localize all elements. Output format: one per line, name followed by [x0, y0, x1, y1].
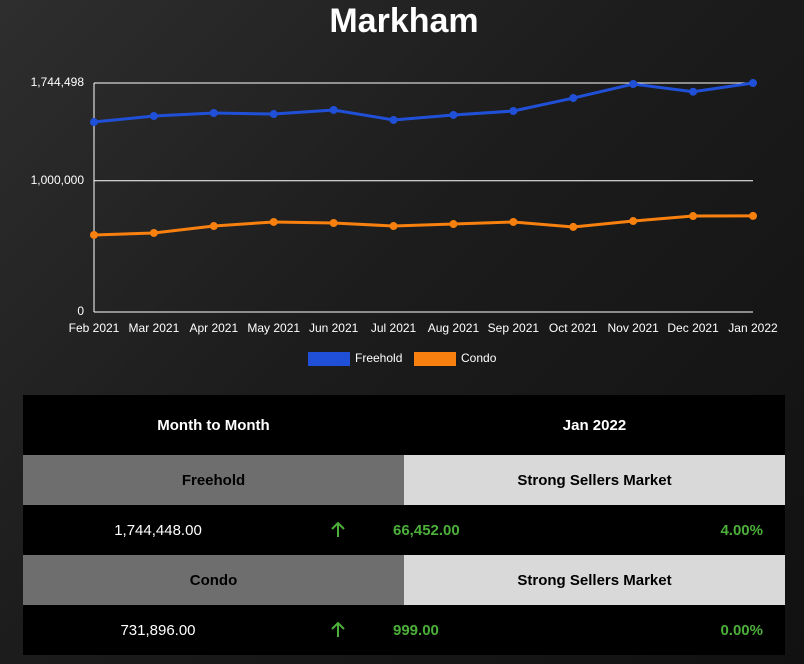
x-tick-label: Dec 2021 [667, 321, 719, 335]
data-point [749, 211, 757, 220]
legend-label: Condo [461, 351, 497, 365]
data-point [389, 115, 398, 124]
change-percent: 4.00% [720, 521, 763, 539]
data-point [90, 118, 98, 127]
chart-title: Markham [329, 2, 478, 40]
table-header: Month to Month Jan 2022 [23, 395, 785, 455]
data-point [209, 222, 218, 231]
data-point [90, 230, 98, 239]
x-tick-label: Jun 2021 [309, 321, 359, 335]
x-tick-label: May 2021 [247, 321, 300, 335]
x-tick-label: Jan 2022 [728, 321, 778, 335]
legend-swatch [308, 352, 350, 366]
summary-table: Month to Month Jan 2022 Freehold Strong … [23, 395, 785, 655]
y-tick-label: 0 [77, 304, 84, 318]
section-label: Freehold [23, 455, 404, 505]
header-cell: Month to Month [157, 416, 270, 434]
chart: Markham 0 1,000,000 1,744,498 Feb 2021 Mar 2… [31, 2, 778, 366]
legend-swatch [414, 352, 456, 366]
data-point [389, 222, 398, 231]
up-arrow [331, 621, 345, 637]
price: 731,896.00 [120, 621, 196, 639]
data-point [269, 217, 278, 226]
data-point [689, 212, 698, 221]
data-point [749, 79, 757, 88]
data-point [329, 218, 338, 227]
data-point [149, 228, 158, 237]
header-cell: Jan 2022 [562, 416, 627, 434]
market-status: Strong Sellers Market [404, 455, 785, 505]
data-point [269, 110, 278, 119]
section-label: Condo [23, 555, 404, 605]
section-row: Freehold Strong Sellers Market [23, 455, 785, 505]
x-tick-label: Sep 2021 [488, 321, 540, 335]
data-point [149, 112, 158, 121]
value-row: 1,744,448.00 66,452.00 4.00% [23, 505, 785, 555]
x-tick-label: Apr 2021 [189, 321, 238, 335]
data-point [629, 217, 638, 226]
data-point [509, 217, 518, 226]
change-percent: 0.00% [720, 621, 763, 639]
x-tick-label: Feb 2021 [69, 321, 120, 335]
series-line [93, 81, 754, 124]
data-point [509, 107, 518, 116]
price: 1,744,448.00 [114, 521, 202, 539]
x-tick-label: Jul 2021 [371, 321, 417, 335]
up-arrow [331, 521, 345, 537]
market-status: Strong Sellers Market [404, 555, 785, 605]
x-tick-label: Nov 2021 [607, 321, 659, 335]
data-point [629, 79, 638, 88]
series-line [93, 214, 754, 237]
value-row: 731,896.00 999.00 0.00% [23, 605, 785, 655]
x-tick-label: Aug 2021 [428, 321, 480, 335]
legend-label: Freehold [355, 351, 402, 365]
x-tick-label: Mar 2021 [129, 321, 180, 335]
y-tick-label: 1,744,498 [31, 75, 85, 89]
x-tick-label: Oct 2021 [549, 321, 598, 335]
data-point [569, 94, 578, 103]
change: 66,452.00 [393, 521, 460, 539]
section-row: Condo Strong Sellers Market [23, 555, 785, 605]
data-point [329, 105, 338, 114]
data-point [449, 110, 458, 119]
data-point [209, 108, 218, 117]
y-tick-label: 1,000,000 [31, 173, 85, 187]
change: 999.00 [393, 621, 439, 639]
data-point [569, 222, 578, 231]
data-point [449, 220, 458, 229]
data-point [689, 87, 698, 96]
